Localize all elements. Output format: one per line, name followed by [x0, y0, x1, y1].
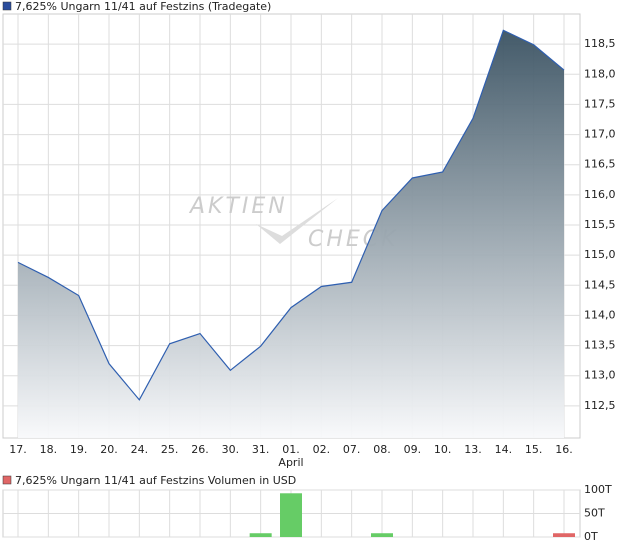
annotation: April — [278, 456, 303, 469]
y-tick-label: 117,0 — [584, 128, 616, 141]
x-tick-label: 13. — [464, 443, 482, 456]
x-tick-label: 24. — [131, 443, 149, 456]
y-tick-label: 114,0 — [584, 308, 616, 321]
y-tick-label: 50T — [584, 507, 605, 520]
legend-swatch — [2, 1, 12, 11]
bar — [249, 533, 272, 537]
x-tick-label: 01. — [282, 443, 300, 456]
x-tick-label: 14. — [495, 443, 513, 456]
bar — [280, 493, 302, 537]
x-tick-label: 08. — [373, 443, 391, 456]
y-tick-label: 113,5 — [584, 339, 616, 352]
bar — [553, 533, 575, 537]
x-tick-label: 31. — [252, 443, 270, 456]
x-tick-label: 16. — [555, 443, 573, 456]
y-tick-label: 114,5 — [584, 278, 616, 291]
x-tick-label: 10. — [434, 443, 452, 456]
x-tick-label: 30. — [222, 443, 240, 456]
bar — [371, 533, 393, 537]
y-tick-label: 115,0 — [584, 248, 616, 261]
watermark: AKTIEN — [188, 194, 288, 219]
y-tick-label: 118,5 — [584, 37, 616, 50]
x-tick-label: 19. — [70, 443, 88, 456]
y-tick-label: 118,0 — [584, 67, 616, 80]
x-tick-label: 09. — [404, 443, 422, 456]
chart-title: 7,625% Ungarn 11/41 auf Festzins Volumen… — [15, 474, 296, 487]
y-tick-label: 117,5 — [584, 97, 616, 110]
y-tick-label: 100T — [584, 483, 612, 496]
y-tick-label: 113,0 — [584, 369, 616, 382]
area — [18, 30, 564, 439]
x-tick-label: 02. — [313, 443, 331, 456]
x-tick-label: 26. — [191, 443, 209, 456]
y-tick-label: 112,5 — [584, 399, 616, 412]
x-tick-label: 17. — [9, 443, 27, 456]
chart-title: 7,625% Ungarn 11/41 auf Festzins (Tradeg… — [15, 0, 271, 13]
x-tick-label: 15. — [525, 443, 543, 456]
legend-swatch — [2, 475, 12, 485]
y-tick-label: 116,5 — [584, 158, 616, 171]
y-tick-label: 115,5 — [584, 218, 616, 231]
x-tick-label: 25. — [161, 443, 179, 456]
line — [17, 29, 565, 401]
y-tick-label: 0T — [584, 530, 598, 543]
x-tick-label: 20. — [100, 443, 118, 456]
y-tick-label: 116,0 — [584, 188, 616, 201]
x-tick-label: 07. — [343, 443, 361, 456]
x-tick-label: 18. — [40, 443, 58, 456]
